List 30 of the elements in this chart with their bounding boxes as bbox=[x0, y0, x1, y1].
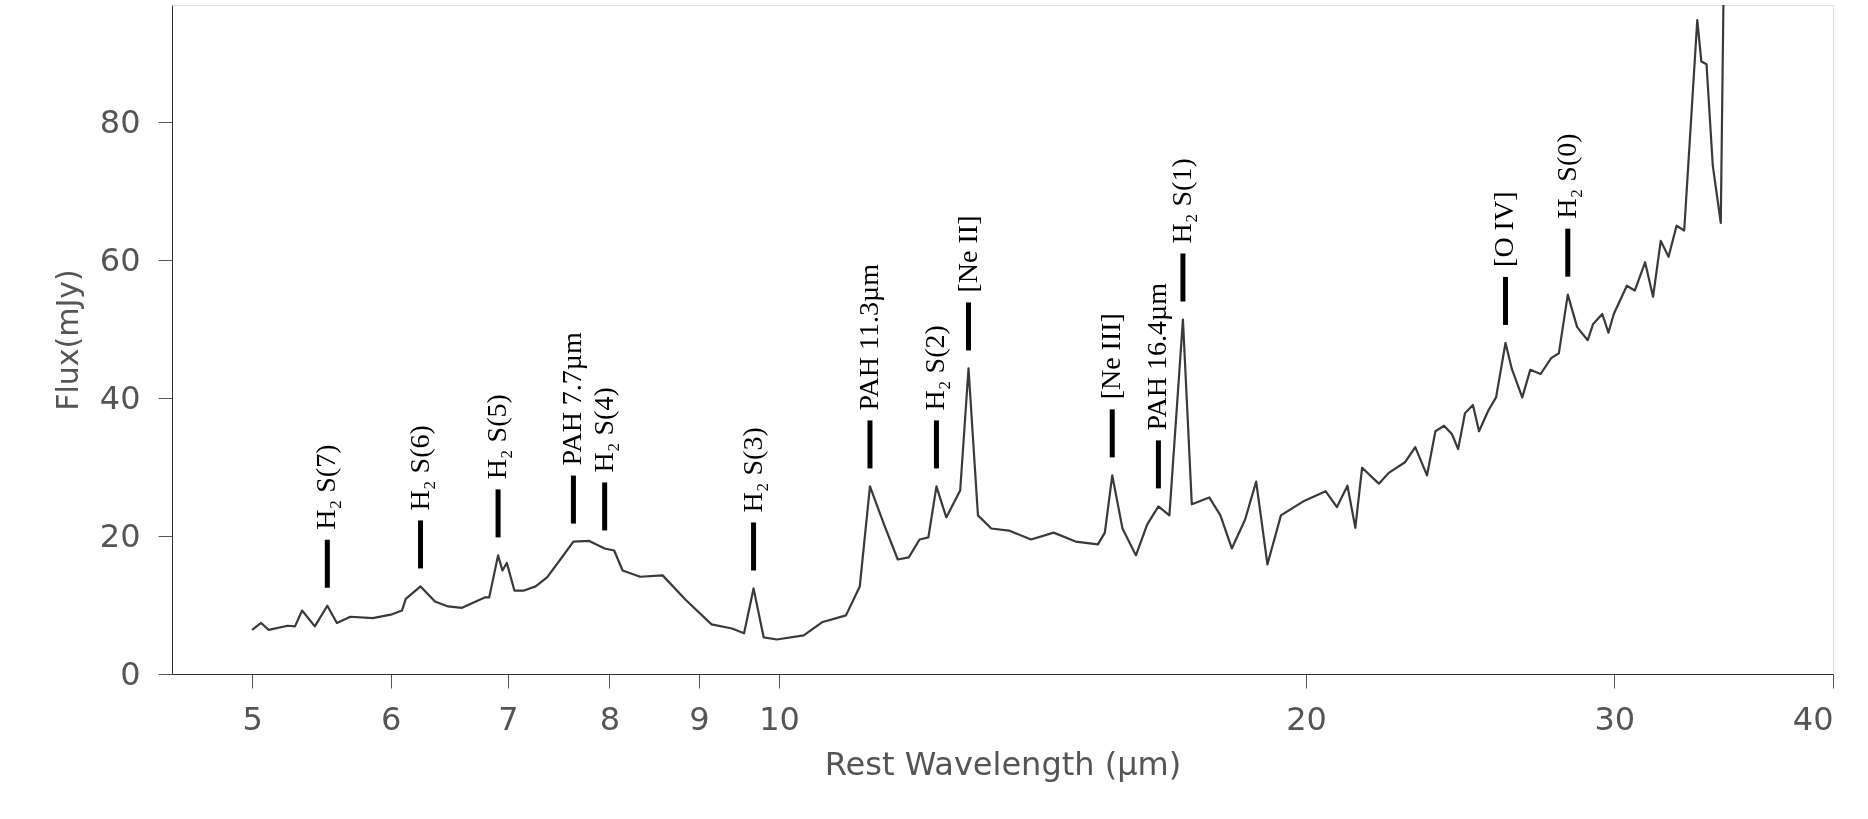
x-tick-label: 8 bbox=[599, 699, 621, 738]
annotation: H₂ S(5) bbox=[481, 394, 513, 480]
x-tick-label: 9 bbox=[689, 699, 710, 738]
y-axis-title: Flux(mJy) bbox=[49, 269, 85, 411]
x-tick-label: 5 bbox=[242, 699, 263, 738]
x-tick-label: 6 bbox=[381, 699, 402, 738]
annotation: H₂ S(4) bbox=[587, 387, 619, 473]
annotation: [Ne II] bbox=[951, 215, 983, 293]
x-tick-label: 20 bbox=[1286, 699, 1327, 738]
annotation: PAH 7.7µm bbox=[556, 332, 588, 466]
annotation: H₂ S(6) bbox=[403, 425, 435, 511]
annotation: H₂ S(2) bbox=[919, 325, 951, 411]
y-tick-label: 0 bbox=[120, 654, 141, 693]
y-tick-label: 80 bbox=[99, 102, 141, 141]
x-tick-label: 10 bbox=[759, 699, 800, 738]
x-tick-label: 40 bbox=[1792, 699, 1834, 738]
annotation: H₂ S(1) bbox=[1165, 158, 1197, 244]
annotation: [O IV] bbox=[1488, 191, 1520, 267]
annotation: [Ne III] bbox=[1095, 313, 1127, 400]
y-tick-label: 60 bbox=[99, 240, 141, 279]
y-tick-label: 20 bbox=[99, 516, 141, 555]
annotation: H₂ S(7) bbox=[310, 444, 342, 530]
y-tick-label: 40 bbox=[99, 378, 141, 417]
annotation: H₂ S(3) bbox=[736, 427, 768, 513]
annotation: PAH 16.4µm bbox=[1141, 282, 1173, 431]
x-tick-label: 30 bbox=[1594, 699, 1636, 738]
annotation: H₂ S(0) bbox=[1550, 133, 1582, 219]
x-axis-title: Rest Wavelength (μm) bbox=[824, 744, 1182, 783]
annotation: PAH 11.3µm bbox=[852, 263, 884, 411]
x-tick-label: 7 bbox=[498, 699, 519, 738]
